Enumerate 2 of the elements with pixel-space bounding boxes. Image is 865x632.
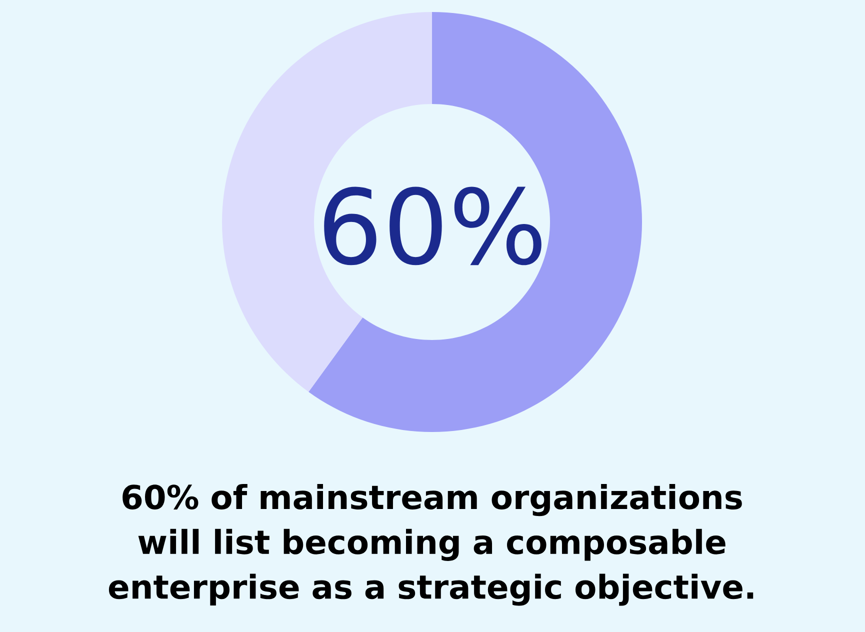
text: 60% of mainstream organizations will list becoming a composable enterprise as a strategic objective. [108,484,754,606]
text: 60% [324,186,542,266]
